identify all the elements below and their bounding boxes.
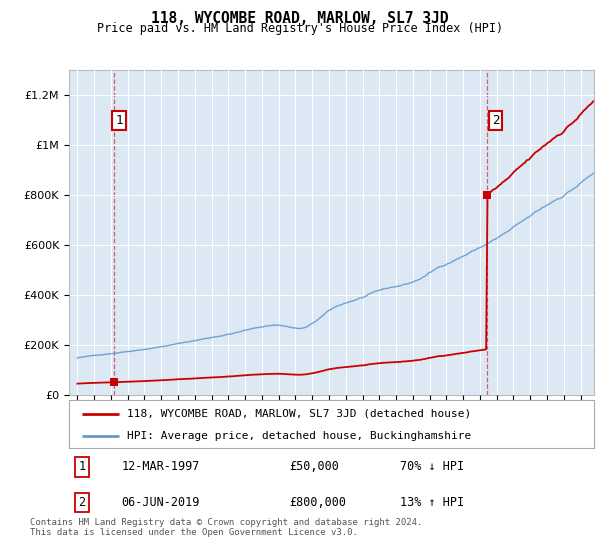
- Text: HPI: Average price, detached house, Buckinghamshire: HPI: Average price, detached house, Buck…: [127, 431, 471, 441]
- Text: Price paid vs. HM Land Registry's House Price Index (HPI): Price paid vs. HM Land Registry's House …: [97, 22, 503, 35]
- Text: £800,000: £800,000: [290, 496, 347, 509]
- Text: 118, WYCOMBE ROAD, MARLOW, SL7 3JD: 118, WYCOMBE ROAD, MARLOW, SL7 3JD: [151, 11, 449, 26]
- Text: 13% ↑ HPI: 13% ↑ HPI: [400, 496, 464, 509]
- Text: 1: 1: [79, 460, 86, 473]
- Text: 2: 2: [79, 496, 86, 509]
- Text: 12-MAR-1997: 12-MAR-1997: [121, 460, 200, 473]
- Text: Contains HM Land Registry data © Crown copyright and database right 2024.
This d: Contains HM Land Registry data © Crown c…: [30, 518, 422, 538]
- Text: 06-JUN-2019: 06-JUN-2019: [121, 496, 200, 509]
- Text: £50,000: £50,000: [290, 460, 340, 473]
- Text: 1: 1: [115, 114, 123, 127]
- Text: 118, WYCOMBE ROAD, MARLOW, SL7 3JD (detached house): 118, WYCOMBE ROAD, MARLOW, SL7 3JD (deta…: [127, 409, 471, 419]
- Text: 70% ↓ HPI: 70% ↓ HPI: [400, 460, 464, 473]
- Text: 2: 2: [492, 114, 499, 127]
